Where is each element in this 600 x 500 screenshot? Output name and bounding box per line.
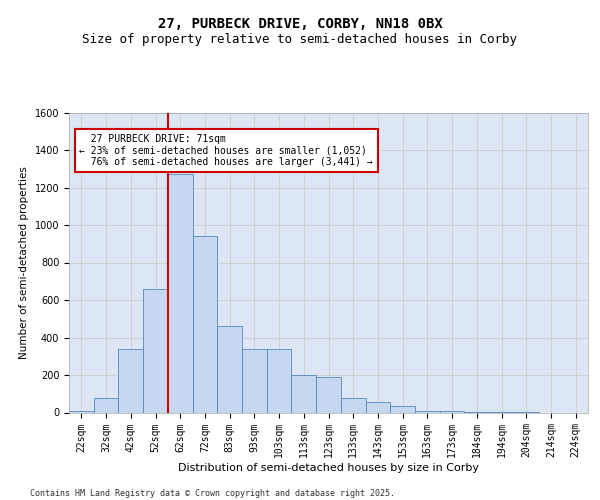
Bar — [242, 349, 267, 412]
Bar — [118, 349, 143, 412]
Bar — [94, 398, 118, 412]
Bar — [390, 406, 415, 412]
Text: 27, PURBECK DRIVE, CORBY, NN18 0BX: 27, PURBECK DRIVE, CORBY, NN18 0BX — [158, 18, 442, 32]
Bar — [415, 410, 440, 412]
Bar — [316, 377, 341, 412]
Bar — [69, 410, 94, 412]
Bar — [217, 326, 242, 412]
Bar — [341, 398, 365, 412]
Y-axis label: Number of semi-detached properties: Number of semi-detached properties — [19, 166, 29, 359]
Text: Size of property relative to semi-detached houses in Corby: Size of property relative to semi-detach… — [83, 32, 517, 46]
Bar — [168, 174, 193, 412]
Bar — [292, 375, 316, 412]
Bar — [193, 236, 217, 412]
Text: Contains HM Land Registry data © Crown copyright and database right 2025.: Contains HM Land Registry data © Crown c… — [30, 488, 395, 498]
Bar — [267, 349, 292, 412]
X-axis label: Distribution of semi-detached houses by size in Corby: Distribution of semi-detached houses by … — [178, 463, 479, 473]
Bar — [365, 402, 390, 412]
Text: 27 PURBECK DRIVE: 71sqm
← 23% of semi-detached houses are smaller (1,052)
  76% : 27 PURBECK DRIVE: 71sqm ← 23% of semi-de… — [79, 134, 373, 166]
Bar — [143, 289, 168, 412]
Bar — [440, 411, 464, 412]
